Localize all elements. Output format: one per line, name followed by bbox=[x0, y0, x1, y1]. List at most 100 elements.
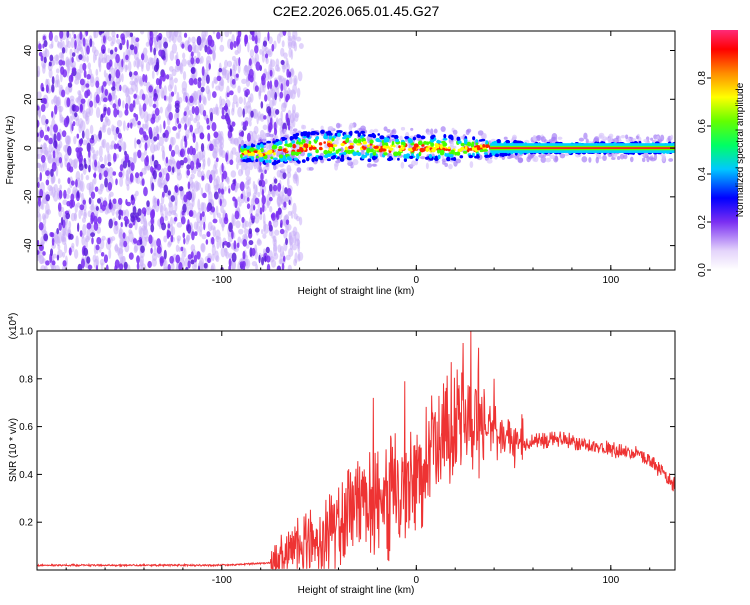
noise-speckle bbox=[109, 144, 114, 150]
noise-speckle bbox=[67, 187, 71, 195]
noise-speckle bbox=[186, 169, 191, 176]
noise-speckle bbox=[243, 97, 246, 106]
signal-halo-dot bbox=[334, 163, 339, 171]
noise-speckle bbox=[163, 184, 169, 194]
signal-band-dot bbox=[443, 133, 447, 139]
noise-speckle bbox=[156, 198, 160, 207]
signal-band-dot bbox=[425, 147, 429, 152]
signal-halo-dot bbox=[280, 168, 286, 172]
signal-band-dot bbox=[298, 137, 301, 143]
noise-speckle bbox=[231, 78, 236, 85]
noise-speckle bbox=[59, 31, 64, 39]
noise-speckle bbox=[163, 249, 167, 260]
noise-speckle bbox=[170, 234, 174, 243]
signal-band-dot bbox=[248, 149, 253, 152]
noise-speckle bbox=[190, 51, 194, 58]
noise-speckle bbox=[132, 36, 137, 44]
noise-speckle bbox=[255, 263, 258, 270]
noise-speckle bbox=[266, 90, 271, 102]
noise-speckle bbox=[118, 171, 123, 178]
signal-band-dot bbox=[500, 152, 506, 156]
signal-band-dot bbox=[336, 130, 342, 133]
signal-band-dot bbox=[407, 148, 413, 151]
noise-speckle bbox=[296, 87, 301, 98]
noise-speckle bbox=[255, 61, 261, 71]
noise-speckle bbox=[149, 143, 156, 154]
spectrogram-ticks: -100 0 100 -40 -20 0 20 40 bbox=[23, 31, 675, 286]
noise-speckle bbox=[210, 236, 215, 245]
noise-speckle bbox=[276, 33, 281, 44]
noise-speckle bbox=[143, 186, 148, 197]
noise-speckle bbox=[43, 40, 48, 48]
noise-speckle bbox=[221, 67, 227, 75]
noise-speckle bbox=[85, 128, 90, 140]
noise-speckle bbox=[108, 248, 112, 260]
noise-speckle bbox=[257, 38, 261, 44]
signal-band-dot bbox=[330, 155, 336, 160]
noise-speckle bbox=[213, 76, 218, 84]
noise-speckle bbox=[205, 74, 210, 85]
noise-speckle bbox=[140, 245, 145, 253]
noise-speckle bbox=[114, 264, 118, 270]
noise-speckle bbox=[103, 69, 107, 78]
signal-band-dot bbox=[419, 147, 425, 153]
signal-halo-dot bbox=[366, 163, 373, 168]
noise-speckle bbox=[69, 199, 74, 209]
noise-speckle bbox=[286, 188, 292, 197]
noise-speckle bbox=[236, 242, 240, 249]
noise-speckle bbox=[223, 59, 229, 69]
noise-speckle bbox=[117, 197, 123, 205]
noise-speckle bbox=[220, 79, 225, 87]
noise-speckle bbox=[51, 84, 55, 93]
noise-speckle bbox=[170, 262, 175, 270]
noise-speckle bbox=[195, 181, 201, 191]
noise-speckle bbox=[208, 174, 213, 184]
signal-halo-dot bbox=[465, 129, 470, 136]
signal-band-dot bbox=[347, 149, 352, 155]
noise-speckle bbox=[277, 244, 282, 253]
noise-speckle bbox=[175, 58, 181, 67]
noise-speckle bbox=[142, 131, 147, 139]
noise-speckle bbox=[129, 103, 134, 113]
noise-speckle bbox=[94, 159, 98, 168]
signal-band-dot bbox=[398, 151, 402, 156]
noise-speckle bbox=[174, 64, 180, 73]
noise-speckle bbox=[48, 31, 53, 42]
noise-speckle bbox=[86, 222, 92, 230]
noise-speckle bbox=[50, 232, 55, 238]
noise-speckle bbox=[212, 163, 217, 175]
noise-speckle bbox=[144, 156, 149, 167]
noise-speckle bbox=[172, 126, 178, 131]
noise-speckle bbox=[268, 184, 273, 192]
noise-speckle bbox=[68, 166, 74, 173]
noise-speckle bbox=[187, 44, 193, 53]
signal-band-dot bbox=[289, 136, 293, 141]
snr-plot-area bbox=[37, 331, 675, 570]
noise-speckle bbox=[199, 212, 203, 221]
noise-speckle bbox=[183, 111, 187, 117]
noise-speckle bbox=[285, 219, 290, 225]
noise-speckle bbox=[135, 56, 140, 69]
noise-speckle bbox=[139, 171, 143, 177]
noise-speckle bbox=[254, 227, 260, 233]
noise-speckle bbox=[128, 71, 133, 78]
spectrogram-y-tick-label: -40 bbox=[23, 238, 34, 253]
signal-band-dot bbox=[292, 143, 296, 149]
noise-speckle bbox=[85, 83, 90, 88]
noise-speckle bbox=[119, 242, 124, 248]
noise-speckle bbox=[190, 259, 195, 265]
snr-ticks: -100 0 100 0.2 0.4 0.6 0.8 1.0 bbox=[19, 327, 675, 586]
noise-speckle bbox=[263, 223, 269, 234]
signal-band-dot bbox=[345, 138, 350, 143]
noise-speckle bbox=[269, 206, 273, 213]
signal-band-dot bbox=[478, 139, 483, 142]
noise-speckle bbox=[40, 144, 44, 154]
signal-halo-dot bbox=[360, 150, 365, 156]
signal-band-dot bbox=[335, 149, 340, 153]
signal-band-dot bbox=[439, 144, 443, 149]
signal-halo-dot bbox=[650, 137, 654, 141]
noise-speckle bbox=[246, 197, 250, 202]
noise-speckle bbox=[100, 202, 103, 210]
signal-halo-dot bbox=[308, 166, 314, 171]
noise-speckle bbox=[173, 77, 178, 84]
